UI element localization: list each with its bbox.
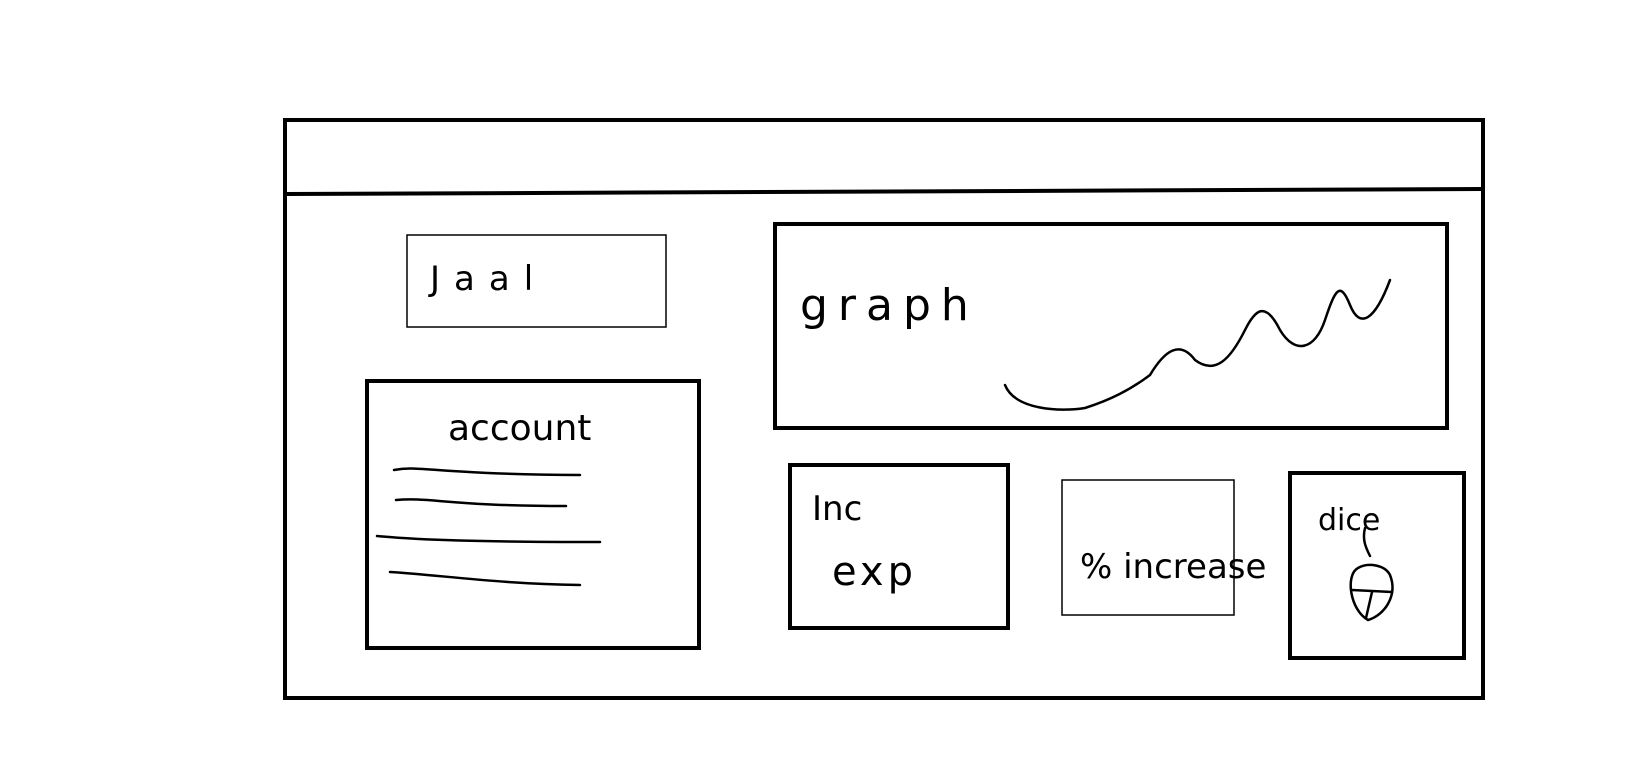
income-label: Inc [812,489,862,529]
percent-increase-card: % increase [1061,479,1266,616]
dice-card-frame [1288,471,1466,660]
percent-increase-card-frame [1061,479,1235,616]
income-expense-card-frame [788,463,1010,630]
chart-panel-frame [773,222,1449,430]
expense-label: exp [832,549,917,595]
account-heading: account [448,408,591,449]
account-panel-frame [365,379,701,650]
account-list-line-2 [394,498,568,508]
income-expense-card: Inc exp [788,463,1010,630]
account-list-line-1 [392,467,582,477]
dice-pointer-arrow [1362,526,1372,558]
window-frame [283,118,1485,700]
dice-icon [1349,563,1394,622]
title-text: Jaal [428,259,547,299]
chart-trend-line [1003,278,1392,411]
percent-increase-label: % increase [1080,547,1266,587]
dice-card: dice [1288,471,1466,660]
title-box-frame [406,234,667,328]
chart-panel: graph [773,222,1449,430]
account-panel: account [365,379,701,650]
header-divider [284,186,1484,196]
account-list-line-3 [375,534,602,544]
account-list-line-4 [388,570,582,587]
dice-label: dice [1318,503,1380,538]
chart-label: graph [800,280,979,331]
title-box: Jaal [406,234,667,328]
